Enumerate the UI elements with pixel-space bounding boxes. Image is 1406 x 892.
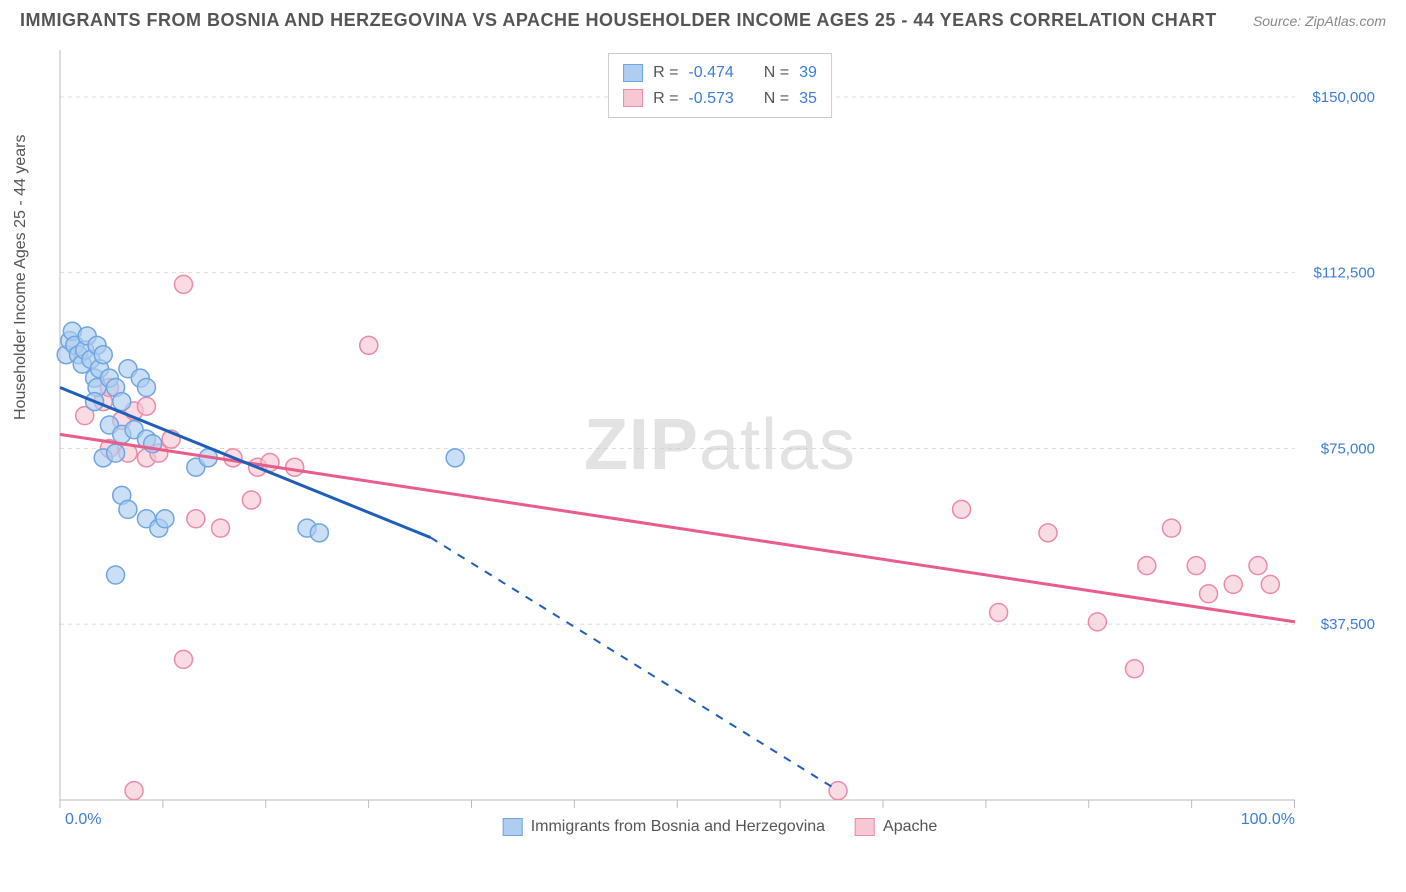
legend-row-series1: R = -0.474 N = 39 — [623, 60, 817, 86]
y-axis-label: Householder Income Ages 25 - 44 years — [12, 135, 30, 421]
legend-item-series2: Apache — [855, 818, 937, 836]
legend-row-series2: R = -0.573 N = 35 — [623, 86, 817, 112]
svg-text:$37,500: $37,500 — [1321, 616, 1375, 633]
source-label: Source: ZipAtlas.com — [1253, 13, 1386, 29]
correlation-legend: R = -0.474 N = 39 R = -0.573 N = 35 — [608, 53, 832, 118]
legend-item-series1: Immigrants from Bosnia and Herzegovina — [503, 818, 825, 836]
legend-swatch-bottom-1 — [503, 818, 523, 836]
svg-text:100.0%: 100.0% — [1241, 811, 1295, 828]
svg-text:$112,500: $112,500 — [1314, 265, 1375, 282]
svg-text:$150,000: $150,000 — [1312, 89, 1375, 106]
legend-swatch-bottom-2 — [855, 818, 875, 836]
svg-text:0.0%: 0.0% — [65, 811, 101, 828]
scatter-plot-svg: $37,500 $75,000 $112,500 $150,000 0.0% 100.0% — [55, 50, 1385, 840]
chart-area: ZIPatlas $37,500$75,000$112,500$150,0000… — [55, 50, 1385, 840]
chart-title: IMMIGRANTS FROM BOSNIA AND HERZEGOVINA V… — [20, 10, 1217, 31]
svg-text:$75,000: $75,000 — [1321, 440, 1375, 457]
legend-swatch-2 — [623, 89, 643, 107]
legend-swatch-1 — [623, 64, 643, 82]
series-legend: Immigrants from Bosnia and Herzegovina A… — [503, 818, 938, 836]
